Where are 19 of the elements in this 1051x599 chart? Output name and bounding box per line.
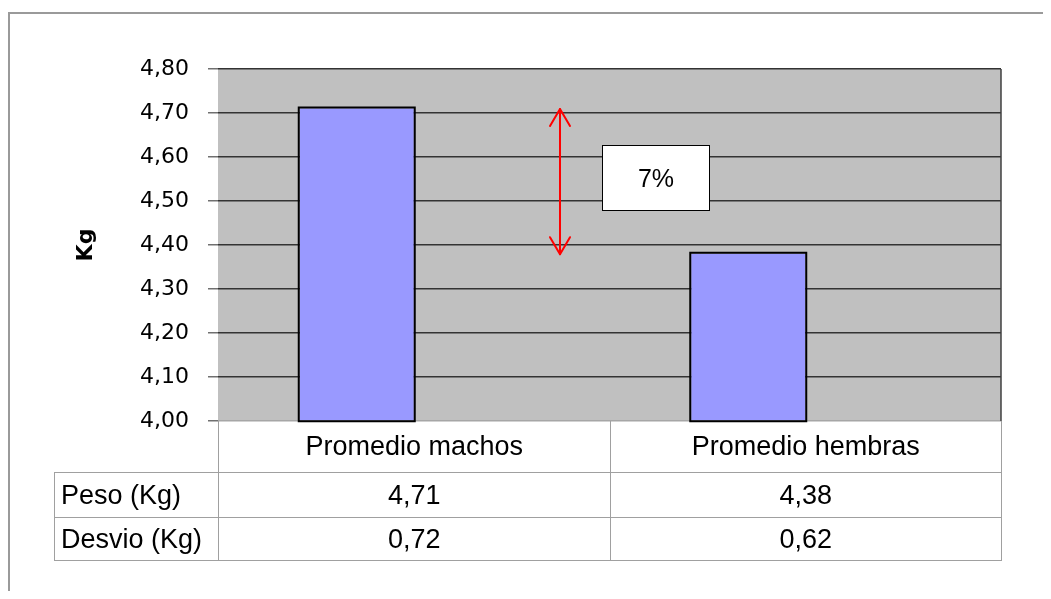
y-tick-label: 4,70 xyxy=(140,98,189,124)
y-axis-title: Kg xyxy=(71,228,97,262)
y-tick-label: 4,30 xyxy=(140,274,189,300)
y-tick-label: 4,10 xyxy=(140,362,189,388)
text: Peso (Kg) xyxy=(61,479,182,511)
y-tick-label: 4,40 xyxy=(140,230,189,256)
y-tick-label: 4,50 xyxy=(140,186,189,212)
data-label: 4,71 xyxy=(387,479,441,511)
text: Desvio (Kg) xyxy=(61,523,203,555)
y-tick-label: 4,20 xyxy=(140,318,189,344)
x-tick-label: Promedio machos xyxy=(305,431,524,462)
x-tick-label: Promedio hembras xyxy=(691,431,920,462)
data-label: 4,38 xyxy=(779,479,833,511)
text: 0,72 xyxy=(387,523,441,555)
y-tick-label: 4,00 xyxy=(140,406,189,432)
y-tick-label: 4,60 xyxy=(140,142,189,168)
annotation: 7% xyxy=(637,163,675,193)
y-tick-label: 4,80 xyxy=(140,54,189,80)
text: 0,62 xyxy=(779,523,833,555)
